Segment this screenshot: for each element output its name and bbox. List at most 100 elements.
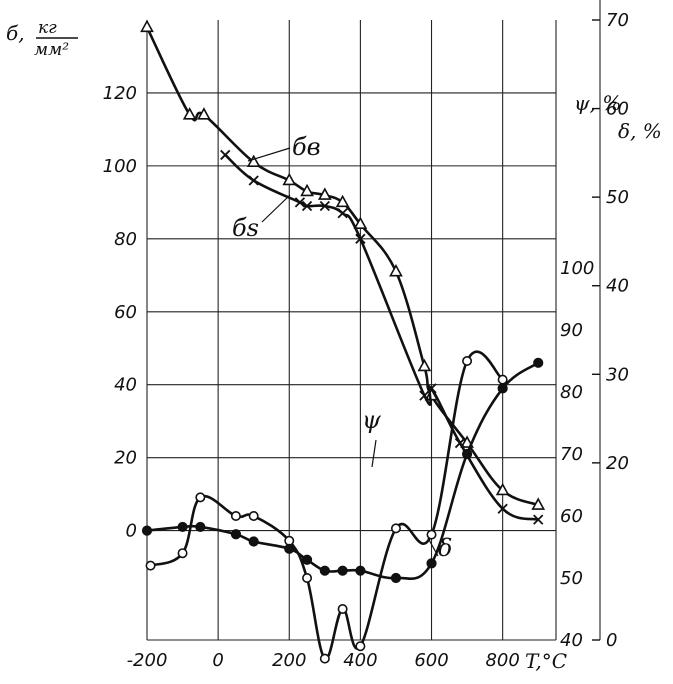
series-1-point-8	[426, 383, 437, 394]
delta-tick-label-1: 20	[606, 453, 629, 474]
delta-tick-label-4: 50	[606, 187, 629, 208]
series-0-point-6	[317, 187, 332, 200]
delta-axis-label: δ, %	[618, 119, 662, 143]
series-2-point-4	[248, 510, 259, 521]
series-1-point-4	[319, 200, 330, 212]
series-3-point-13	[497, 383, 508, 394]
series-line-1	[223, 153, 540, 521]
label-sigma-b: бв	[292, 133, 321, 161]
series-0-point-7	[335, 194, 350, 208]
delta-tick-label-0: 0	[606, 630, 617, 651]
x-tick-label-0: -200	[127, 650, 168, 671]
left-axis-label-main: б,	[6, 21, 25, 45]
ticks-layer: 0 20 40 60 80 100 120 40 50 60 70 80 90 100 0 20 30 40 50 6…	[103, 10, 629, 671]
delta-tick-label-2: 30	[606, 364, 629, 385]
series-2-point-3	[230, 510, 241, 521]
label-psi: ψ	[362, 406, 382, 434]
series-2-point-9	[355, 641, 366, 652]
psi-tick-label-5: 90	[560, 320, 583, 341]
psi-tick-label-4: 80	[560, 382, 583, 403]
leader-delta	[427, 537, 439, 557]
left-tick-label-2: 40	[114, 375, 137, 396]
series-1	[220, 149, 544, 525]
series-line-3	[145, 361, 540, 580]
series-3-point-9	[355, 565, 366, 576]
label-delta: δ	[438, 534, 452, 562]
curve-label-sigma-b: бв	[247, 133, 321, 162]
left-axis-label-num: кг	[38, 18, 57, 38]
series-2-point-1	[177, 548, 188, 559]
series-0-point-2	[197, 107, 211, 120]
left-tick-label-1: 20	[114, 448, 137, 469]
x-axis-label: T,°C	[525, 649, 567, 673]
series-2-point-11	[426, 529, 437, 540]
series-2-point-12	[462, 355, 473, 366]
series-3-point-8	[337, 565, 348, 576]
x-tick-label-1: 0	[212, 650, 223, 671]
series-0-point-3	[246, 154, 261, 168]
series-3-point-1	[177, 521, 188, 533]
curve-label-sigma-s: бs	[232, 194, 291, 242]
psi-tick-label-2: 60	[560, 506, 583, 527]
series-3-point-2	[195, 521, 206, 533]
series-0-point-9	[389, 263, 403, 277]
series-2-point-0	[145, 560, 156, 571]
series-0	[140, 19, 546, 510]
series-3-point-11	[426, 558, 437, 569]
leader-psi	[371, 439, 377, 468]
series-2-point-10	[390, 523, 401, 534]
leader-sigma-b	[247, 147, 291, 162]
left-axis-label-den: мм²	[34, 40, 69, 60]
series-2-point-13	[497, 374, 508, 385]
curve-label-delta: δ	[427, 534, 452, 562]
series-1-point-10	[497, 503, 508, 514]
series-2	[145, 350, 508, 664]
series-line-0	[145, 26, 540, 507]
series-1-point-5	[337, 208, 348, 219]
series-3-point-3	[230, 529, 242, 540]
series-0-point-5	[300, 183, 314, 197]
grid	[146, 0, 601, 641]
series-2-point-2	[195, 492, 206, 503]
label-sigma-s: бs	[232, 214, 259, 242]
delta-tick-label-3: 40	[606, 276, 629, 297]
delta-tick-label-6: 70	[606, 10, 629, 31]
psi-axis-label: ψ, %	[574, 91, 621, 115]
series-2-point-6	[302, 572, 313, 583]
series-1-point-6	[355, 233, 366, 244]
series-0-point-14	[531, 497, 546, 510]
series-0-point-13	[495, 482, 510, 496]
series-3-point-5	[284, 543, 295, 554]
series-layer	[140, 19, 546, 664]
series-3-point-14	[533, 357, 544, 368]
psi-tick-label-6: 100	[560, 258, 594, 279]
x-tick-label-4: 600	[414, 650, 448, 671]
leader-sigma-s	[261, 194, 291, 223]
series-1-point-2	[294, 197, 306, 208]
x-tick-label-5: 800	[485, 650, 519, 671]
series-3-point-7	[319, 565, 330, 576]
left-axis-label: б, кг мм²	[6, 18, 78, 60]
series-3-point-12	[461, 448, 473, 460]
left-tick-label-4: 80	[114, 229, 137, 250]
series-3-point-6	[301, 554, 313, 565]
series-3	[141, 357, 544, 584]
curve-label-psi: ψ	[362, 406, 382, 468]
series-0-point-8	[353, 216, 368, 230]
left-tick-label-3: 60	[114, 302, 137, 323]
series-2-point-8	[337, 603, 348, 614]
series-0-point-0	[140, 19, 154, 33]
series-0-point-1	[182, 107, 197, 120]
psi-tick-label-1: 50	[560, 568, 583, 589]
series-1-point-9	[454, 437, 466, 449]
series-3-point-0	[141, 525, 153, 536]
series-3-point-4	[248, 536, 259, 547]
series-3-point-10	[390, 572, 402, 584]
x-tick-label-2: 200	[272, 650, 306, 671]
series-1-point-11	[533, 514, 544, 525]
left-tick-label-6: 120	[103, 83, 137, 104]
left-tick-label-5: 100	[103, 156, 137, 177]
series-1-point-3	[301, 200, 313, 212]
delta-tick-label-5: 60	[606, 99, 629, 120]
